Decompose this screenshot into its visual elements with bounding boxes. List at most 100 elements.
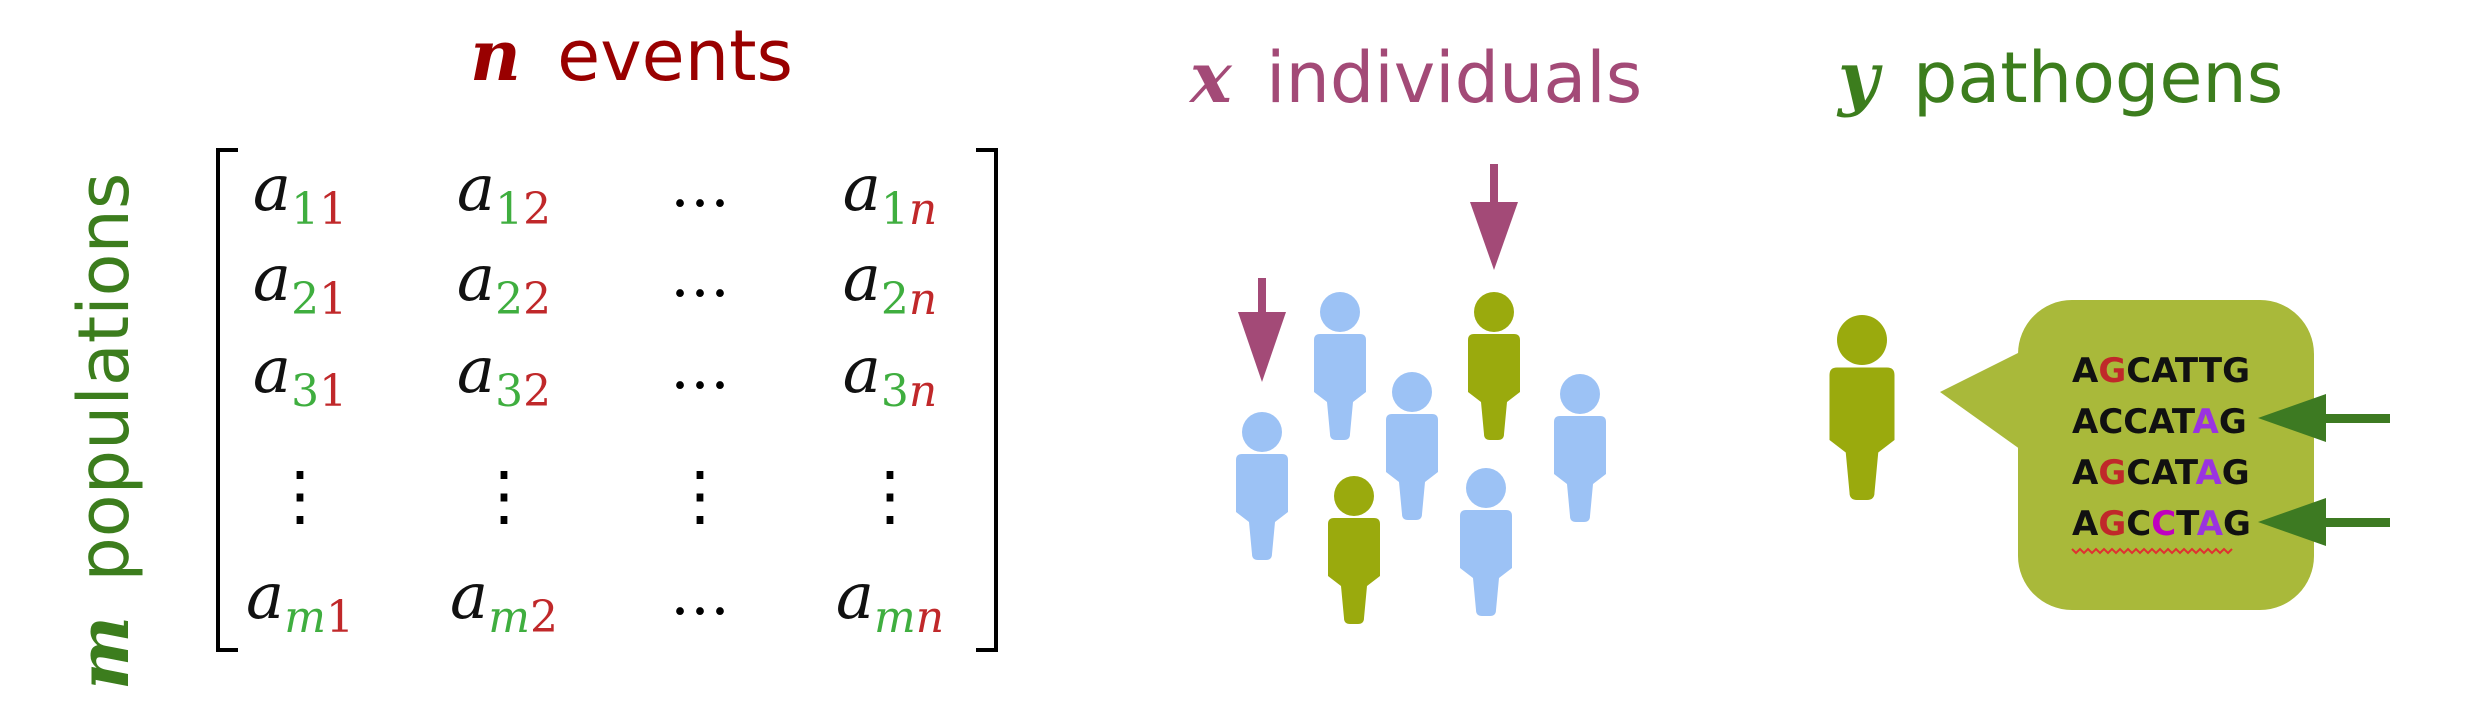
nucleotide: A bbox=[2072, 504, 2099, 544]
nucleotide: C bbox=[2151, 504, 2176, 544]
nucleotide: A bbox=[2151, 351, 2178, 391]
left-arrow-icon bbox=[2258, 394, 2390, 442]
populations-var: m bbox=[62, 616, 145, 690]
speech-bubble bbox=[1940, 300, 2314, 610]
nucleotide: G bbox=[2222, 351, 2250, 391]
nucleotide: G bbox=[2223, 504, 2251, 544]
nucleotide: A bbox=[2072, 402, 2099, 442]
matrix-row-index: 2 bbox=[291, 274, 319, 325]
down-arrow-icon bbox=[1470, 164, 1518, 270]
person-icon bbox=[1829, 315, 1895, 500]
events-word: events bbox=[557, 15, 793, 97]
matrix-base: a bbox=[843, 242, 881, 316]
person-icon bbox=[1386, 372, 1438, 520]
matrix-cell: a12 bbox=[457, 152, 551, 235]
nucleotide: G bbox=[2098, 453, 2126, 493]
nucleotide: A bbox=[2072, 351, 2099, 391]
matrix-row-index: m bbox=[488, 592, 530, 643]
nucleotide: T bbox=[2175, 453, 2199, 493]
nucleotide: A bbox=[2197, 504, 2224, 544]
matrix-col-index: 2 bbox=[523, 274, 551, 325]
populations-title: m populations bbox=[62, 173, 145, 690]
matrix-row-index: m bbox=[874, 592, 916, 643]
sequence-line: AGCATAG bbox=[2072, 453, 2250, 493]
nucleotide: G bbox=[2219, 402, 2247, 442]
matrix-base: a bbox=[450, 560, 488, 634]
nucleotide: C bbox=[2123, 402, 2148, 442]
matrix-col-index: n bbox=[909, 184, 937, 235]
matrix-right-bracket bbox=[976, 148, 998, 652]
left-arrow-icon bbox=[2258, 498, 2390, 546]
matrix-base: a bbox=[843, 152, 881, 226]
matrix-row-index: 1 bbox=[495, 184, 523, 235]
person-icon bbox=[1468, 292, 1520, 440]
matrix-left-bracket bbox=[216, 148, 238, 652]
nucleotide: T bbox=[2172, 402, 2196, 442]
matrix-vdots: ⋮ bbox=[267, 457, 333, 534]
pathogens-title: y pathogens bbox=[1836, 36, 2283, 119]
nucleotide: C bbox=[2126, 504, 2151, 544]
sequence-line: ACCATAG bbox=[2072, 402, 2247, 442]
nucleotide: T bbox=[2175, 351, 2199, 391]
matrix-base: a bbox=[457, 334, 495, 408]
matrix-base: a bbox=[836, 560, 874, 634]
sequence-line: AGCCTAG bbox=[2072, 504, 2251, 544]
matrix-row-index: 1 bbox=[291, 184, 319, 235]
matrix-ellipsis: … bbox=[670, 559, 730, 629]
sequence-line: AGCATTG bbox=[2072, 351, 2250, 391]
matrix-base: a bbox=[843, 334, 881, 408]
matrix-row-index: 2 bbox=[495, 274, 523, 325]
matrix-cell: am2 bbox=[450, 560, 558, 643]
matrix-base: a bbox=[457, 152, 495, 226]
matrix-cell: amn bbox=[836, 560, 944, 643]
matrix-base: a bbox=[253, 152, 291, 226]
matrix-row-index: 3 bbox=[291, 366, 319, 417]
matrix-col-index: 2 bbox=[530, 592, 558, 643]
matrix-vdots: ⋮ bbox=[667, 457, 733, 534]
events-var: n bbox=[470, 14, 521, 97]
nucleotide: A bbox=[2195, 453, 2222, 493]
individuals-word: individuals bbox=[1266, 37, 1642, 119]
matrix-cell: a31 bbox=[253, 334, 347, 417]
matrix-col-index: 1 bbox=[326, 592, 354, 643]
matrix-col-index: n bbox=[916, 592, 944, 643]
matrix-col-index: n bbox=[909, 274, 937, 325]
nucleotide: G bbox=[2222, 453, 2250, 493]
matrix-cell: a32 bbox=[457, 334, 551, 417]
matrix-cell: a22 bbox=[457, 242, 551, 325]
matrix-col-index: n bbox=[909, 366, 937, 417]
matrix-col-index: 1 bbox=[319, 184, 347, 235]
matrix-cell: a11 bbox=[253, 152, 347, 235]
matrix-vdots: ⋮ bbox=[857, 457, 923, 534]
nucleotide: C bbox=[2126, 453, 2151, 493]
matrix-row-index: 3 bbox=[881, 366, 909, 417]
events-title: n events bbox=[470, 14, 793, 97]
person-icon bbox=[1328, 476, 1380, 624]
nucleotide: T bbox=[2176, 504, 2200, 544]
down-arrow-icon bbox=[1238, 278, 1286, 382]
nucleotide: G bbox=[2098, 351, 2126, 391]
matrix-base: a bbox=[246, 560, 284, 634]
matrix-col-index: 2 bbox=[523, 366, 551, 417]
matrix-ellipsis: … bbox=[670, 151, 730, 221]
nucleotide: A bbox=[2148, 402, 2175, 442]
matrix-cell: a21 bbox=[253, 242, 347, 325]
matrix-col-index: 1 bbox=[319, 274, 347, 325]
nucleotide: A bbox=[2072, 453, 2099, 493]
matrix-col-index: 1 bbox=[319, 366, 347, 417]
matrix-row-index: 3 bbox=[495, 366, 523, 417]
matrix-row-index: 1 bbox=[881, 184, 909, 235]
matrix-col-index: 2 bbox=[523, 184, 551, 235]
matrix-cell: a2n bbox=[843, 242, 938, 325]
person-icon bbox=[1236, 412, 1288, 560]
populations-word: populations bbox=[63, 173, 145, 582]
pathogens-var: y bbox=[1836, 36, 1883, 119]
nucleotide: A bbox=[2192, 402, 2219, 442]
matrix-base: a bbox=[253, 242, 291, 316]
matrix-vdots: ⋮ bbox=[471, 457, 537, 534]
person-icon bbox=[1554, 374, 1606, 522]
nucleotide: G bbox=[2098, 504, 2126, 544]
nucleotide: C bbox=[2126, 351, 2151, 391]
person-icon bbox=[1460, 468, 1512, 616]
